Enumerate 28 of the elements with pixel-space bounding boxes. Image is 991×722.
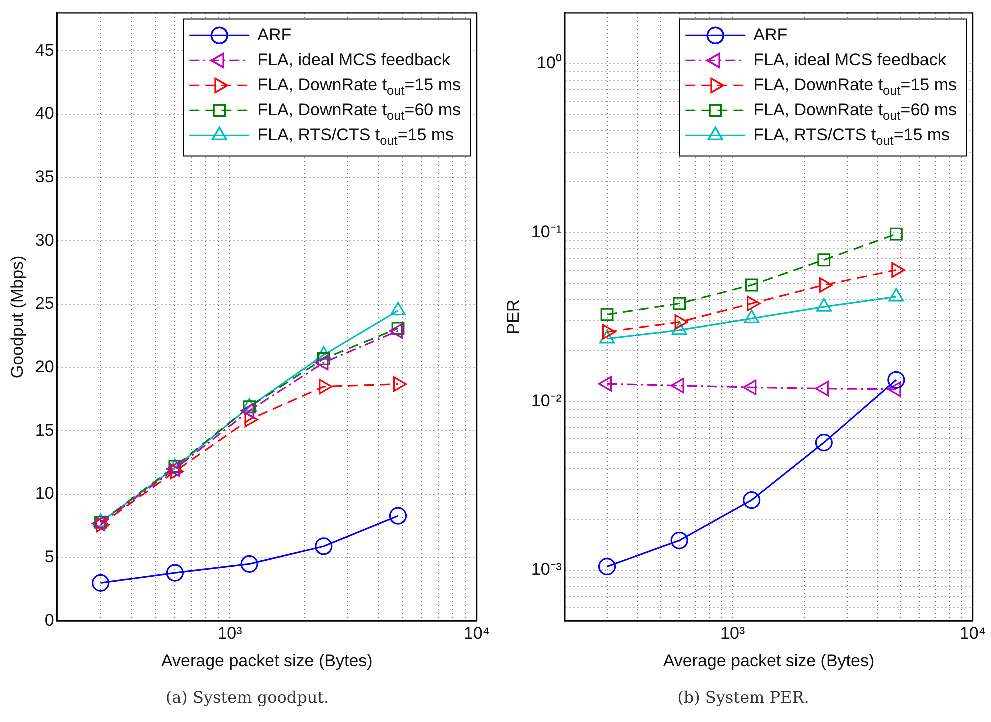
x-tick-label: 10³ [218,624,243,644]
y-tick-label: 10⁻¹ [531,222,562,242]
y-tick-label: 25 [35,294,54,314]
x-axis-title: Average packet size (Bytes) [663,651,875,670]
y-tick-label: 10 [35,484,54,504]
legend-label: ARF [258,25,292,44]
y-tick-label: 10⁰ [537,54,562,73]
legend-label: ARF [754,25,788,44]
x-axis-title: Average packet size (Bytes) [161,651,373,670]
x-tick-label: 10³ [720,624,746,644]
y-tick-label: 10⁻² [531,391,562,410]
y-tick-label: 30 [35,230,54,250]
y-tick-label: 40 [35,104,54,124]
y-axis-title: Goodput (Mbps) [8,256,27,379]
y-tick-label: 20 [35,358,54,377]
x-tick-label: 10⁴ [464,624,490,644]
y-tick-label: 45 [35,40,54,60]
y-tick-label: 5 [44,548,54,567]
x-tick-label: 10⁴ [960,624,986,644]
text: (a) System goodput. [166,688,330,707]
legend-label: FLA, ideal MCS feedback [754,50,947,70]
y-tick-label: 35 [35,168,54,187]
legend-label: FLA, ideal MCS feedback [258,50,451,70]
text: (b) System PER. [678,688,810,707]
y-tick-label: 15 [35,420,54,440]
y-axis-title: PER [504,300,523,335]
y-tick-label: 0 [44,610,54,630]
y-tick-label: 10⁻³ [531,560,562,580]
